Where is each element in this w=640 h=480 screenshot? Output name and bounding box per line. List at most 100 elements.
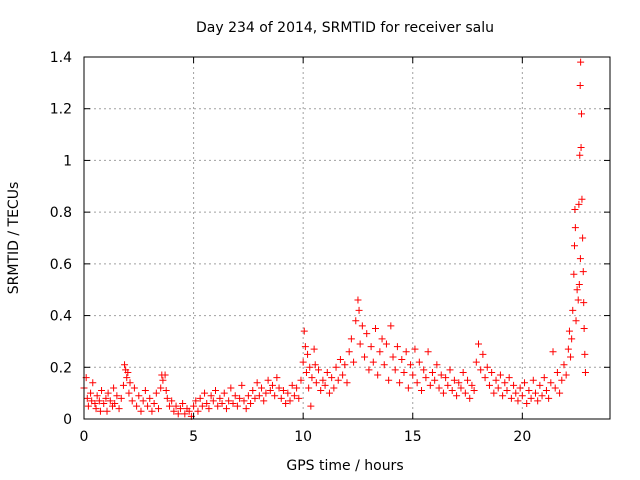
data-point: [336, 356, 344, 364]
data-point: [192, 397, 200, 405]
data-point: [325, 389, 333, 397]
data-point: [91, 399, 99, 407]
data-point: [385, 376, 393, 384]
data-point: [115, 405, 123, 413]
data-point: [144, 402, 152, 410]
data-point: [347, 335, 355, 343]
data-point: [185, 407, 193, 415]
data-point: [400, 368, 408, 376]
data-point: [264, 376, 272, 384]
data-point: [282, 399, 290, 407]
data-point: [466, 394, 474, 402]
data-point: [95, 397, 103, 405]
data-point: [150, 399, 158, 407]
data-point: [93, 392, 101, 400]
data-point: [518, 392, 526, 400]
y-tick-label: 1.2: [50, 102, 72, 118]
data-point: [236, 394, 244, 402]
data-point: [302, 368, 310, 376]
data-point: [389, 353, 397, 361]
data-point: [328, 374, 336, 382]
data-point: [295, 394, 303, 402]
y-tick-label: 0.8: [50, 205, 72, 221]
data-point: [464, 376, 472, 384]
data-point: [483, 363, 491, 371]
data-point: [426, 381, 434, 389]
x-axis-label: GPS time / hours: [286, 458, 403, 474]
data-point: [442, 374, 450, 382]
data-point: [279, 387, 287, 395]
data-point: [569, 306, 577, 314]
data-point: [387, 322, 395, 330]
data-point: [247, 399, 255, 407]
data-point: [222, 405, 230, 413]
data-point: [124, 368, 132, 376]
data-point: [317, 387, 325, 395]
data-point: [450, 376, 458, 384]
data-point: [121, 361, 129, 369]
data-point: [402, 348, 410, 356]
x-tick-label: 0: [80, 429, 89, 445]
data-point: [203, 399, 211, 407]
data-point: [273, 374, 281, 382]
data-point: [523, 399, 531, 407]
data-point: [179, 399, 187, 407]
data-point: [198, 402, 206, 410]
data-point: [260, 397, 268, 405]
data-point: [89, 379, 97, 387]
data-point: [492, 376, 500, 384]
data-point: [306, 363, 314, 371]
data-point: [266, 387, 274, 395]
data-point: [455, 379, 463, 387]
data-point: [510, 381, 518, 389]
data-point: [155, 405, 163, 413]
data-point: [207, 392, 215, 400]
data-point: [209, 397, 217, 405]
data-point: [146, 394, 154, 402]
y-tick-label: 0.6: [50, 257, 72, 273]
data-point: [538, 392, 546, 400]
data-point: [461, 389, 469, 397]
data-point: [575, 200, 583, 208]
data-point: [113, 392, 121, 400]
data-point: [404, 384, 412, 392]
data-point: [284, 389, 292, 397]
data-point: [496, 371, 504, 379]
data-point: [512, 389, 520, 397]
data-points: [80, 58, 589, 420]
data-point: [288, 381, 296, 389]
data-point: [305, 384, 313, 392]
data-point: [330, 384, 338, 392]
data-point: [488, 368, 496, 376]
data-point: [174, 410, 182, 418]
y-tick-label: 0.2: [50, 360, 72, 376]
data-point: [84, 402, 92, 410]
data-point: [580, 299, 588, 307]
data-point: [545, 394, 553, 402]
data-point: [376, 348, 384, 356]
data-point: [448, 387, 456, 395]
data-point: [133, 402, 141, 410]
data-point: [319, 376, 327, 384]
data-point: [565, 327, 573, 335]
data-point: [567, 353, 575, 361]
data-point: [275, 384, 283, 392]
data-point: [117, 394, 125, 402]
data-point: [162, 387, 170, 395]
y-tick-label: 0.4: [50, 309, 72, 325]
data-point: [570, 242, 578, 250]
data-point: [433, 361, 441, 369]
data-point: [190, 402, 198, 410]
data-point: [139, 397, 147, 405]
data-point: [299, 358, 307, 366]
data-point: [159, 376, 167, 384]
data-point: [100, 399, 108, 407]
data-point: [413, 379, 421, 387]
data-point: [551, 384, 559, 392]
data-point: [479, 350, 487, 358]
data-point: [437, 371, 445, 379]
data-point: [558, 376, 566, 384]
data-point: [168, 397, 176, 405]
data-point: [297, 376, 305, 384]
